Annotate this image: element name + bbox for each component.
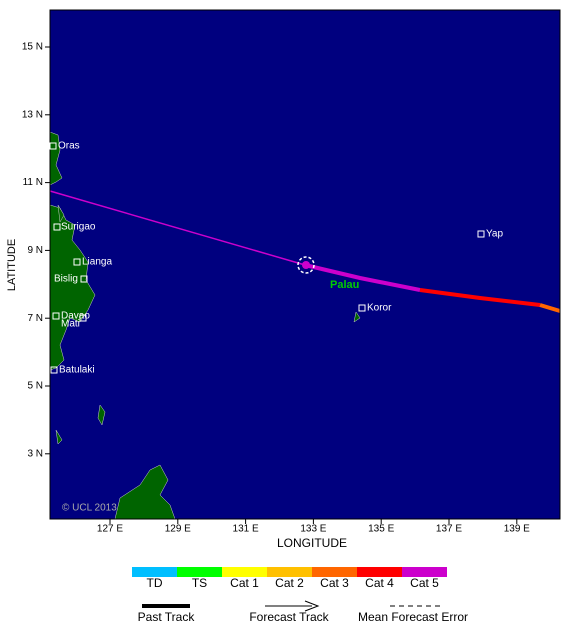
x-tick-label: 135 E	[368, 524, 394, 535]
legend-swatch	[177, 567, 222, 577]
legend-label: TS	[192, 576, 207, 590]
track-key-label: Past Track	[138, 610, 196, 624]
forecast-track	[539, 303, 561, 313]
x-tick-label: 133 E	[300, 524, 326, 535]
place-marker	[53, 223, 61, 231]
past-track	[49, 190, 306, 266]
y-tick-label: 5 N	[27, 381, 43, 392]
place-marker	[52, 312, 60, 320]
place-label: Mati	[61, 319, 80, 330]
y-axis-label: LATITUDE	[6, 239, 18, 291]
y-tick-label: 3 N	[27, 448, 43, 459]
place-label: Davao	[61, 311, 90, 322]
y-tick-label: 7 N	[27, 313, 43, 324]
x-tick-label: 129 E	[165, 524, 191, 535]
x-axis-label: LONGITUDE	[277, 536, 347, 550]
place-marker	[73, 258, 81, 266]
legend-swatch	[132, 567, 177, 577]
legend-swatch	[357, 567, 402, 577]
place-marker	[80, 275, 88, 283]
place-marker	[49, 142, 57, 150]
credit: © UCL 2013	[62, 503, 117, 514]
legend-swatch	[312, 567, 357, 577]
place-label: Lianga	[82, 257, 112, 268]
legend-swatch	[402, 567, 447, 577]
track-key-label: Forecast Track	[249, 610, 329, 624]
place-label: Surigao	[61, 222, 96, 233]
legend-label: Cat 1	[230, 576, 259, 590]
forecast-track	[419, 288, 541, 307]
place-marker	[79, 314, 87, 322]
storm-position	[297, 256, 315, 274]
place-label: Koror	[367, 303, 392, 314]
forecast-track	[304, 263, 421, 292]
place-label: Oras	[58, 141, 80, 152]
y-tick-label: 11 N	[23, 177, 43, 188]
legend-swatch	[222, 567, 267, 577]
legend-label: TD	[147, 576, 163, 590]
place-label: Batulaki	[59, 365, 95, 376]
place-label: Yap	[486, 229, 503, 240]
x-tick-label: 127 E	[97, 524, 123, 535]
place-marker	[50, 366, 58, 374]
arrow-head	[304, 600, 320, 612]
track-key-label: Mean Forecast Error	[358, 610, 468, 624]
y-tick-label: 13 N	[22, 109, 43, 120]
y-tick-label: 9 N	[27, 245, 43, 256]
region-label: Palau	[330, 279, 359, 291]
map-frame	[49, 9, 561, 520]
y-tick-label: 15 N	[22, 42, 43, 53]
land	[49, 131, 361, 520]
legend-label: Cat 4	[365, 576, 394, 590]
place-marker	[477, 230, 485, 238]
storm-center	[302, 261, 310, 269]
x-tick-label: 139 E	[504, 524, 530, 535]
legend-label: Cat 2	[275, 576, 304, 590]
place-marker	[358, 304, 366, 312]
legend-swatch	[267, 567, 312, 577]
place-label: Bislig	[54, 274, 78, 285]
legend-label: Cat 3	[320, 576, 349, 590]
legend-label: Cat 5	[410, 576, 439, 590]
x-tick-label: 137 E	[436, 524, 462, 535]
x-tick-label: 131 E	[233, 524, 259, 535]
